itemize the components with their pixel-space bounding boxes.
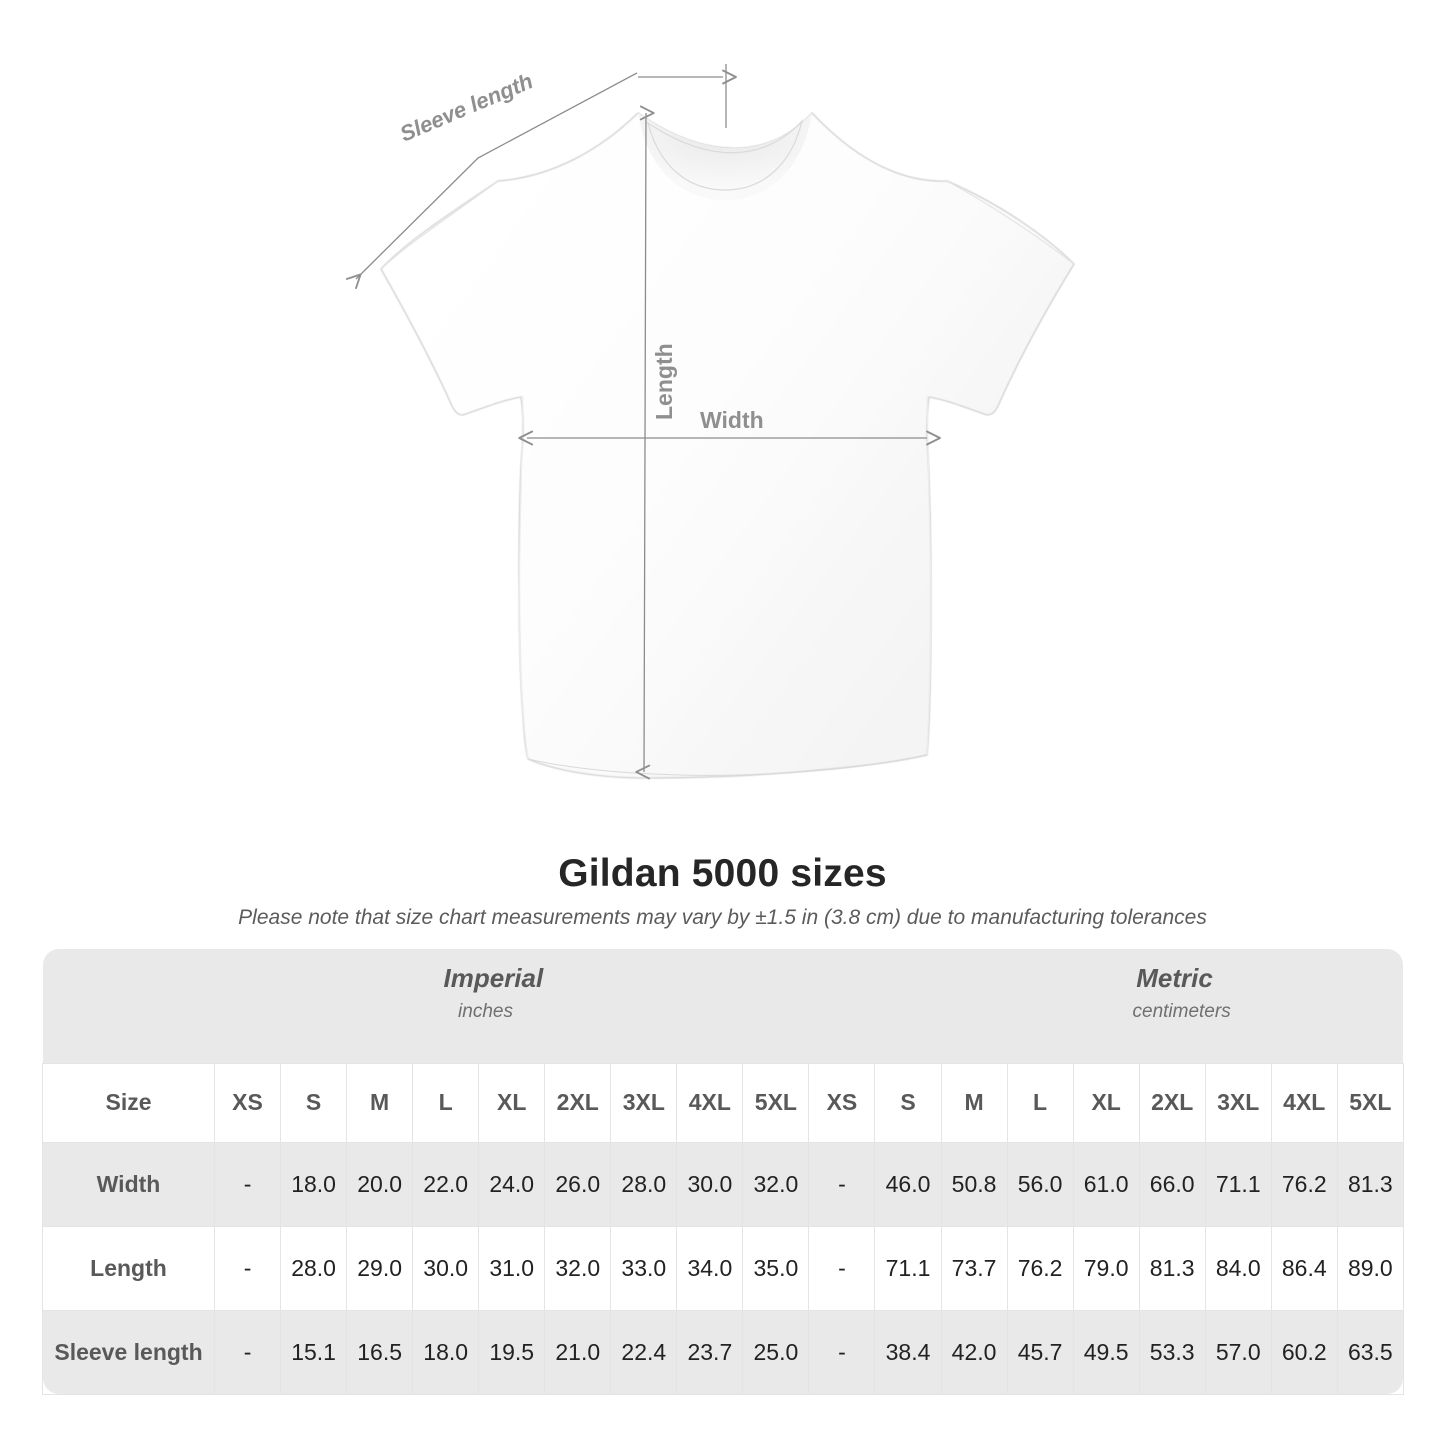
svg-text:Width: Width: [700, 407, 764, 433]
svg-text:Length: Length: [651, 343, 677, 420]
svg-text:Sleeve length: Sleeve length: [396, 68, 536, 146]
